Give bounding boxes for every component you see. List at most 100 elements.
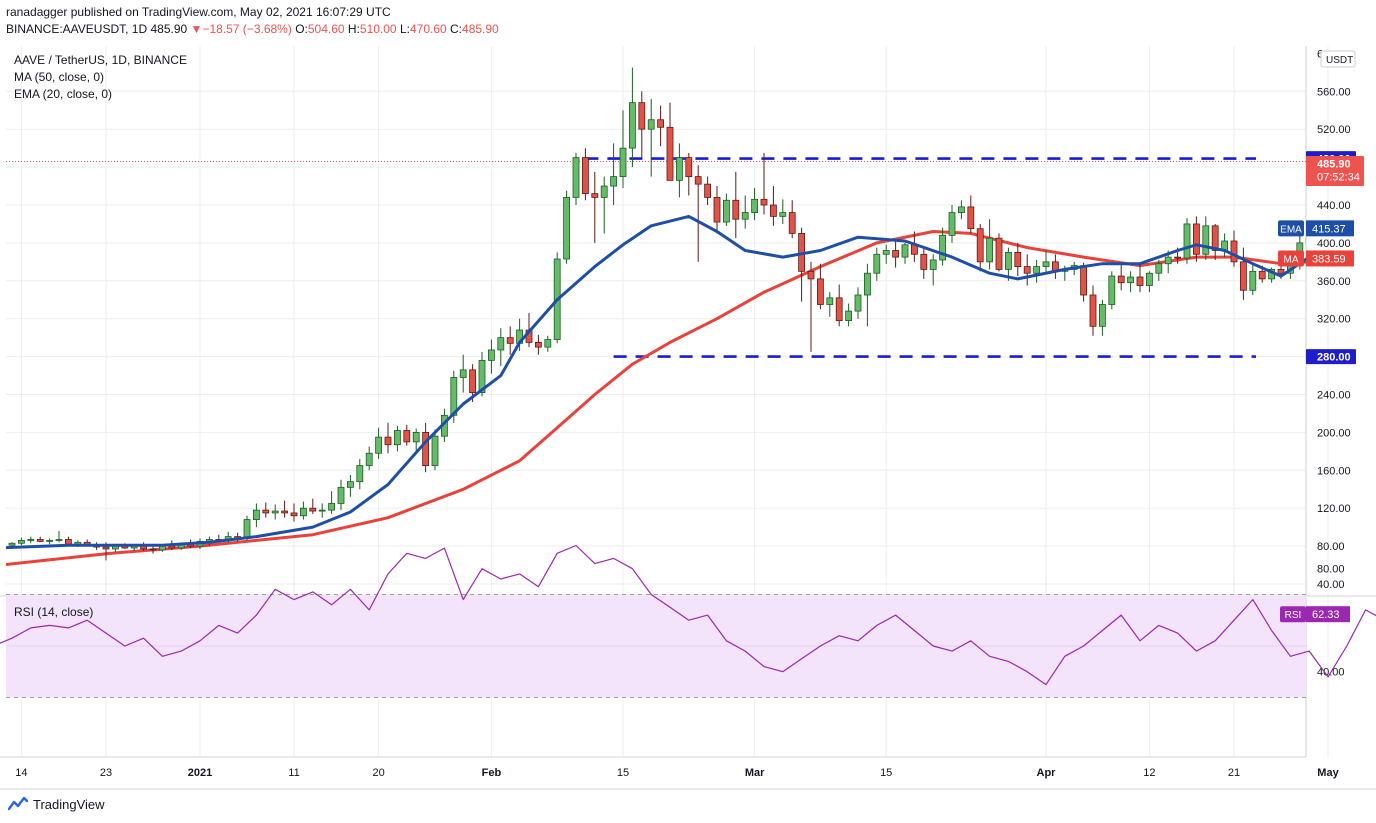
candle-body [1127, 276, 1134, 284]
candle [676, 143, 683, 198]
candle [986, 219, 993, 270]
candle-body [281, 510, 289, 514]
candle-body [854, 294, 862, 312]
candle-body [337, 486, 345, 504]
ema-badge: EMA 415.37 [1278, 220, 1354, 237]
close-value: 485.90 [462, 22, 499, 36]
candle [252, 503, 260, 528]
candle-body [328, 503, 336, 511]
candle [572, 152, 580, 205]
candle-body [1099, 304, 1106, 327]
candle [619, 110, 627, 188]
currency-badge-label: USDT [1326, 55, 1353, 66]
rsi-badge-value-box [1306, 606, 1350, 623]
candle [1014, 242, 1022, 277]
candle-body [1108, 275, 1116, 305]
candle-body [967, 206, 975, 230]
candle-body [393, 430, 401, 446]
candle [487, 339, 495, 374]
legend-ma[interactable]: MA (50, close, 0) [14, 70, 105, 84]
symbol-text: BINANCE:AAVEUSDT, 1D [6, 22, 148, 36]
candle-body [46, 540, 53, 542]
close-label: C: [450, 22, 463, 36]
ema-badge-label-box [1278, 220, 1304, 237]
candle-body [694, 176, 702, 185]
candle-body [638, 102, 646, 130]
time-tick-label: Feb [482, 767, 502, 779]
price-plot [6, 67, 1306, 566]
change-text: −18.57 (−3.68%) [202, 22, 292, 36]
candle [262, 502, 270, 518]
candle-body [36, 539, 44, 542]
candle [309, 498, 317, 514]
candle [610, 143, 617, 205]
candle-body [1249, 270, 1257, 291]
time-tick-label: 14 [15, 767, 27, 779]
candle [422, 422, 430, 473]
candle [845, 303, 852, 327]
candle [459, 354, 467, 393]
price-tick-label: 160.00 [1317, 465, 1351, 477]
candle [403, 424, 411, 446]
candle-body [835, 297, 843, 321]
candle [948, 205, 956, 243]
candle [497, 328, 505, 367]
candle-body [591, 193, 599, 198]
candle-body [8, 542, 16, 546]
candle-body [431, 435, 439, 466]
candle [751, 187, 758, 221]
low-label: L: [399, 22, 410, 36]
candle-body [1033, 266, 1040, 274]
candle-body [704, 183, 711, 198]
open-label: O: [295, 22, 308, 36]
candle [835, 284, 843, 327]
candle-body [487, 349, 495, 361]
candle [741, 195, 749, 229]
candle-body [1136, 276, 1144, 286]
candle-body [252, 509, 260, 520]
candle [55, 530, 63, 543]
candle [873, 247, 881, 281]
candle-body [892, 250, 899, 258]
candle-body [600, 185, 608, 198]
candle-body [657, 119, 664, 128]
tradingview-brand[interactable]: TradingView [8, 796, 105, 812]
candle-body [299, 507, 307, 517]
legend-ema[interactable]: EMA (20, close, 0) [14, 87, 113, 101]
candle-body [271, 510, 279, 514]
candle [412, 428, 420, 454]
candle [149, 546, 157, 554]
candle [1202, 216, 1210, 260]
candle [920, 248, 928, 279]
candle [1193, 216, 1200, 262]
candle-body [1117, 275, 1125, 284]
candle-body [1005, 251, 1012, 270]
candle [864, 263, 871, 327]
ma-badge-label-box [1278, 250, 1304, 267]
legend-title[interactable]: AAVE / TetherUS, 1D, BINANCE [14, 53, 187, 67]
candle [1099, 299, 1106, 336]
price-tick-label: 200.00 [1317, 427, 1351, 439]
candle-body [384, 436, 392, 446]
candle-body [1023, 266, 1031, 274]
high-label: H: [347, 22, 360, 36]
candle [779, 199, 787, 224]
candle-body [685, 157, 693, 177]
candle [1080, 262, 1087, 302]
candle [535, 334, 542, 355]
price-tick-label: 120.00 [1317, 503, 1351, 515]
candle [365, 446, 373, 471]
currency-badge: USDT [1320, 50, 1356, 68]
candle [27, 536, 35, 544]
candle-body [826, 297, 834, 305]
candle [1240, 247, 1247, 300]
candle-body [713, 197, 721, 223]
candle [798, 227, 805, 302]
candle-body [356, 465, 364, 483]
candle [431, 429, 439, 471]
legend-rsi[interactable]: RSI (14, close) [14, 605, 94, 619]
candle [1136, 263, 1144, 293]
candle [995, 233, 1003, 272]
